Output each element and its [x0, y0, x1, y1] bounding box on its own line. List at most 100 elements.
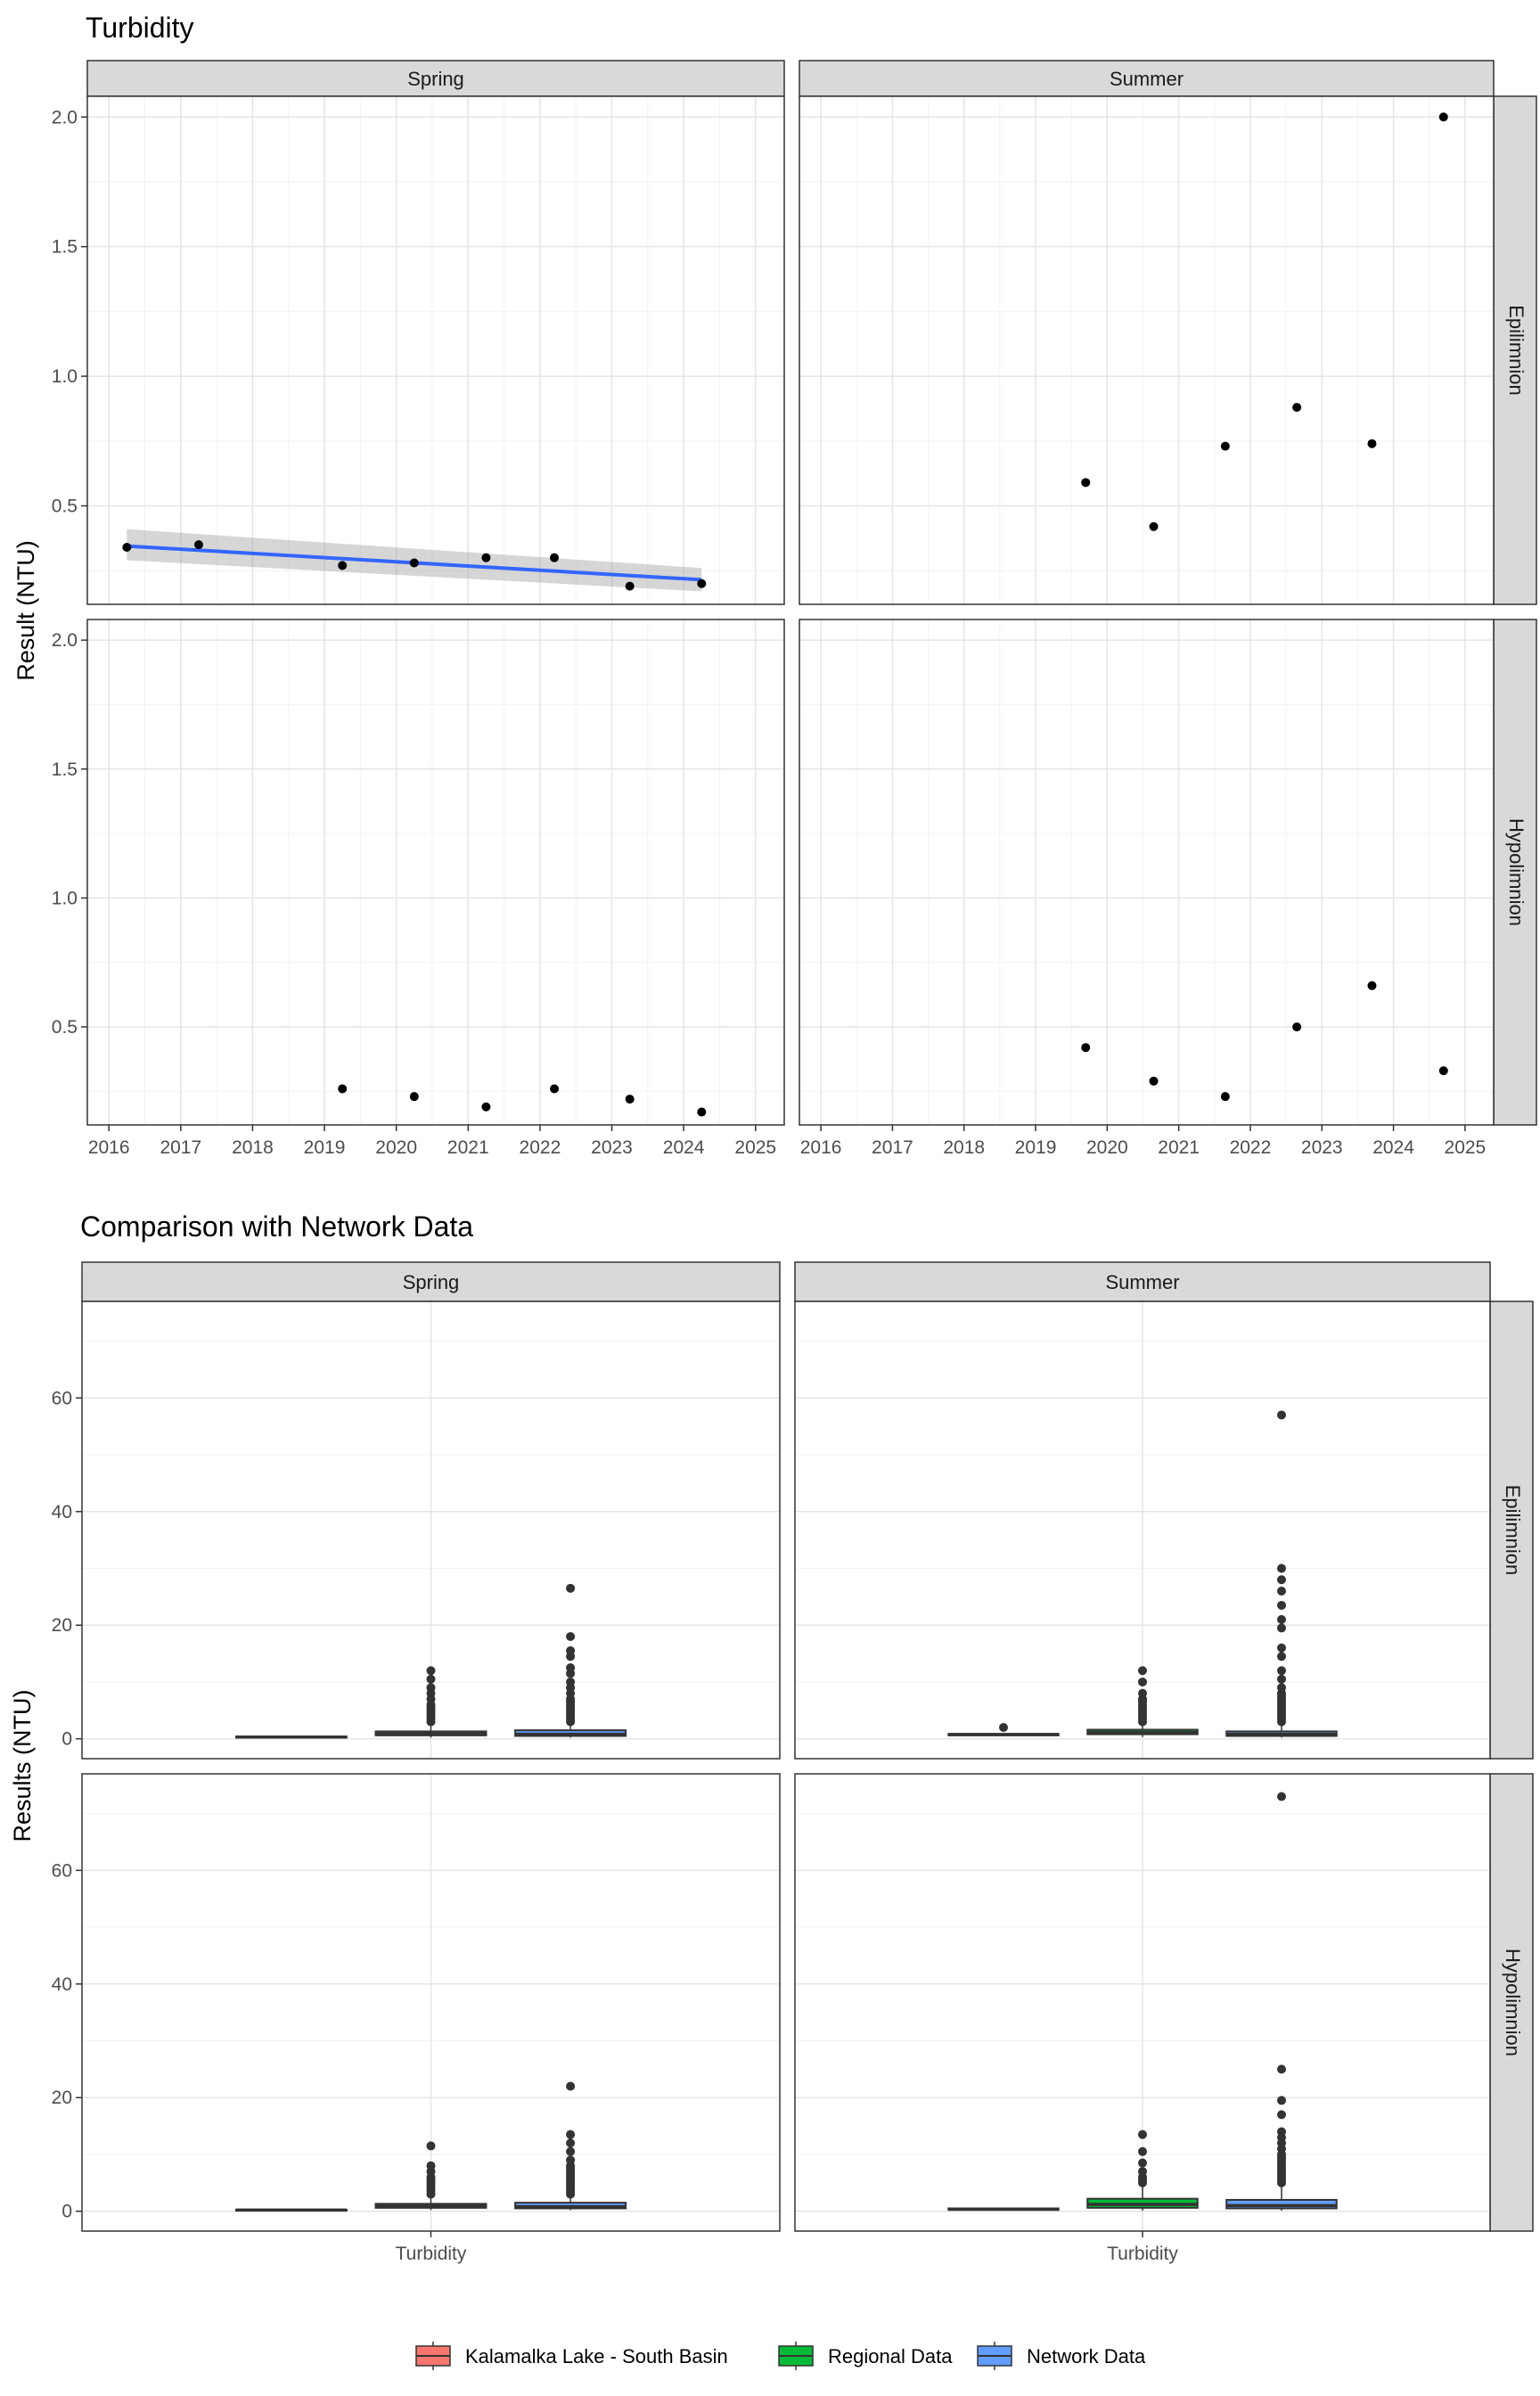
box-regional-data	[374, 2141, 487, 2211]
outlier-point	[1277, 2096, 1286, 2105]
x-tick-label: 2019	[304, 1137, 346, 1158]
data-point	[697, 1107, 707, 1117]
strip-summer	[799, 60, 1495, 97]
outlier-point	[1277, 1666, 1286, 1676]
data-point	[1292, 402, 1302, 412]
legend: Kalamalka Lake - South Basin Regional Dat…	[415, 2342, 1146, 2370]
panel-summer-hypolimnion	[799, 619, 1495, 1126]
data-point	[550, 1084, 560, 1094]
y-tick-label: 20	[52, 1615, 72, 1636]
strip-label-epilimnion: Epilimnion	[1502, 1485, 1524, 1576]
outlier-point	[1138, 1688, 1147, 1698]
outlier-point	[1277, 1563, 1286, 1573]
box-network-data	[1225, 1410, 1338, 1738]
outlier-point	[426, 1683, 436, 1693]
x-tick-label: 2017	[160, 1137, 201, 1158]
outlier-point	[1138, 2146, 1147, 2156]
outlier-point	[566, 2146, 576, 2156]
y-axis-label: Results (NTU)	[9, 1689, 36, 1842]
x-tick-label: Turbidity	[396, 2244, 467, 2264]
x-tick-label: 2022	[520, 1137, 561, 1158]
y-tick-label: 2.0	[52, 630, 78, 651]
panel-border	[799, 619, 1495, 1126]
strip-epilimnion	[1493, 95, 1537, 605]
x-tick-label: 2016	[800, 1137, 842, 1158]
box-kalamalka-lake-south-basin	[234, 1735, 348, 1739]
panel-spring-hypolimnion	[86, 619, 785, 1126]
outlier-point	[1277, 2127, 1286, 2137]
box-regional-data	[1086, 2129, 1199, 2211]
box-kalamalka-lake-south-basin	[947, 1722, 1060, 1736]
data-point	[1220, 1092, 1230, 1102]
strip-label-summer: Summer	[1110, 68, 1184, 90]
y-tick-label: 1.0	[52, 888, 78, 908]
data-point	[338, 561, 348, 570]
data-point	[1149, 521, 1159, 531]
panel-border	[794, 1301, 1491, 1760]
outlier-point	[1277, 1792, 1286, 1801]
data-point	[697, 578, 707, 588]
outlier-point	[566, 2129, 576, 2139]
outlier-point	[1277, 1652, 1286, 1662]
legend-label: Regional Data	[828, 2345, 953, 2367]
outlier-point	[566, 1677, 576, 1686]
data-point	[625, 581, 635, 591]
panel-spring-epilimnion	[86, 95, 785, 605]
data-point	[1081, 478, 1091, 488]
outlier-point	[1277, 1674, 1286, 1684]
panel-summer-epilimnion	[799, 95, 1495, 605]
strip-label-hypolimnion: Hypolimnion	[1502, 1949, 1524, 2056]
chart-title: Turbidity	[86, 12, 194, 44]
outlier-point	[1277, 1643, 1286, 1653]
box-regional-data	[374, 1666, 487, 1738]
panel-border	[81, 1301, 781, 1760]
outlier-point	[1138, 2158, 1147, 2168]
data-point	[1081, 1043, 1091, 1053]
x-tick-label: 2020	[1086, 1137, 1128, 1158]
x-tick-label: 2023	[591, 1137, 633, 1158]
outlier-point	[1277, 2064, 1286, 2074]
x-tick-label: 2025	[734, 1137, 776, 1158]
panel-background	[87, 620, 784, 1125]
network-comparison-boxplot-chart: Comparison with Network Data Results (NTU…	[9, 1210, 1534, 2264]
data-point	[550, 553, 560, 562]
turbidity-scatter-chart: Turbidity Result (NTU) Spring Summer Epilimn…	[12, 12, 1537, 1158]
x-tick-label: 2022	[1230, 1137, 1272, 1158]
y-tick-label: 0.5	[52, 1017, 78, 1038]
data-point	[409, 558, 419, 568]
y-tick-label: 2.0	[52, 107, 78, 127]
data-point	[481, 553, 491, 562]
box-network-data	[514, 2081, 627, 2211]
box-kalamalka-lake-south-basin	[947, 2207, 1060, 2211]
legend-item-regional-data: Regional Data	[778, 2342, 953, 2370]
box-kalamalka-lake-south-basin	[234, 2208, 348, 2212]
outlier-point	[1138, 2129, 1147, 2139]
x-tick-label: 2024	[663, 1137, 705, 1158]
outlier-point	[566, 1663, 576, 1673]
outlier-point	[566, 2138, 576, 2148]
outlier-point	[566, 2081, 576, 2091]
y-tick-label: 60	[52, 1860, 72, 1881]
x-tick-label: 2016	[88, 1137, 130, 1158]
strip-spring	[86, 60, 785, 97]
outlier-point	[1277, 1614, 1286, 1624]
outlier-point	[1138, 2167, 1147, 2177]
panel-background	[799, 96, 1494, 604]
strip-hypolimnion	[1493, 619, 1537, 1126]
data-point	[193, 540, 203, 550]
strip-label-spring: Spring	[403, 1271, 460, 1293]
data-point	[625, 1095, 635, 1104]
x-tick-label: 2023	[1301, 1137, 1343, 1158]
outlier-point	[426, 2141, 436, 2151]
x-tick-label: 2017	[872, 1137, 913, 1158]
legend-item-kalamalka-lake-south-basin: Kalamalka Lake - South Basin	[415, 2342, 728, 2370]
data-point	[338, 1084, 348, 1094]
outlier-point	[1277, 1587, 1286, 1596]
box-network-data	[514, 1583, 627, 1738]
y-tick-label: 0.5	[52, 496, 78, 516]
outlier-point	[566, 1645, 576, 1655]
y-axis-label: Result (NTU)	[12, 540, 39, 681]
panel-summer-hypolimnion	[794, 1773, 1491, 2232]
strip-summer	[794, 1261, 1491, 1302]
strip-label-epilimnion: Epilimnion	[1505, 305, 1528, 396]
